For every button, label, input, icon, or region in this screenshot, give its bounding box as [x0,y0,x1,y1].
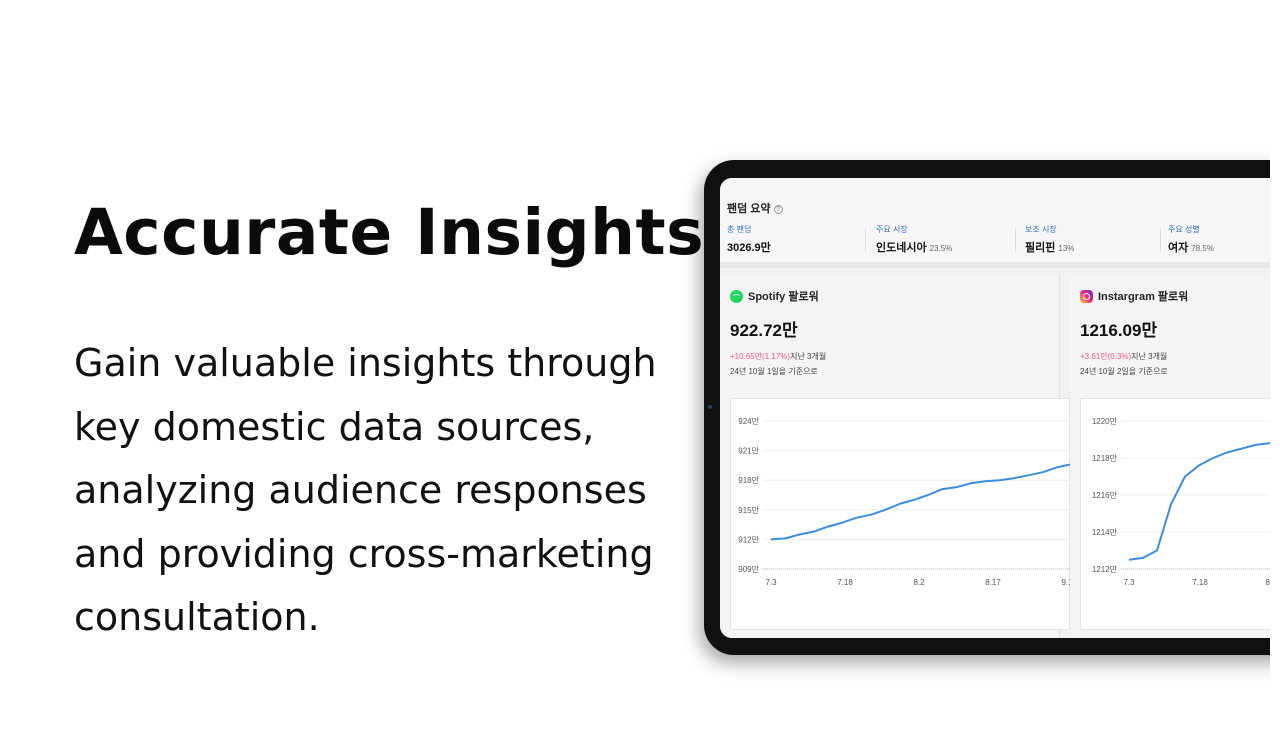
stat-main-gender: 주요 성별 여자 78.5% [1168,224,1214,255]
change-period: 지난 3개월 [1131,352,1168,361]
camera-dot [708,405,712,409]
y-tick-label: 912만 [738,535,759,544]
stat-label: 주요 시장 [876,225,908,234]
stat-label: 총 팬덤 [727,225,752,234]
instagram-card[interactable]: Instargram 팔로워 1216.09만 +3.61만(0.3%)지난 3… [1070,274,1280,638]
stat-pct: 23.5% [929,244,953,253]
y-tick-label: 1220만 [1092,417,1118,426]
y-tick-label: 1212만 [1092,565,1118,574]
y-tick-label: 918만 [738,476,759,485]
tablet-screen: 팬덤 요약? 총 팬덤 3026.9만 주요 시장 인도네시아 23.5% 보조 … [720,178,1280,638]
instagram-icon [1080,289,1093,303]
change-text: +10.65만(1.17%)지난 3개월 [730,351,826,362]
headline: Accurate Insights [74,196,705,269]
stat-value: 필리핀 13% [1025,242,1075,254]
divider [865,228,866,252]
spotify-card[interactable]: Spotify 팔로워 922.72만 +10.65만(1.17%)지난 3개월… [720,274,1071,638]
y-tick-label: 915만 [738,506,759,515]
change-value: +10.65만(1.17%) [730,352,791,361]
body-line: consultation. [74,595,320,639]
help-icon[interactable]: ? [773,204,783,214]
x-tick-label: 7.3 [1123,578,1135,587]
y-tick-label: 921만 [738,447,759,456]
summary-title: 팬덤 요약? [727,200,783,216]
x-tick-label: 8.17 [985,578,1001,587]
change-text: +3.61만(0.3%)지난 3개월 [1080,351,1167,362]
stat-value: 여자 78.5% [1168,242,1214,254]
x-tick-label: 8.2 [913,578,925,587]
body-line: and providing cross-marketing [74,531,654,576]
card-header: Instargram 팔로워 [1080,288,1188,304]
card-title: Instargram 팔로워 [1098,291,1189,303]
card-title: Spotify 팔로워 [748,291,819,303]
stat-pct: 13% [1058,244,1075,253]
stat-label: 보조 시장 [1025,225,1057,234]
y-tick-label: 1216만 [1092,491,1118,500]
x-tick-label: 7.3 [765,578,777,587]
reference-date: 24년 10월 2일을 기준으로 [1080,367,1168,376]
spotify-icon [730,289,743,303]
stat-total-fandom: 총 팬덤 3026.9만 [727,224,771,255]
spotify-chart-svg: 924만 921만 918만 915만 912만 909만 7.3 7.18 8.2 8.17 9.… [738,417,1071,587]
stat-secondary-market: 보조 시장 필리핀 13% [1025,224,1074,255]
spotify-chart: 924만 921만 918만 915만 912만 909만 7.3 7.18 8.2 8.17 9.… [730,398,1071,630]
series-line [770,463,1071,541]
x-tick-label: 9.1 [1061,578,1071,587]
reference-date: 24년 10월 1일을 기준으로 [730,367,818,376]
stat-value: 3026.9만 [727,242,771,254]
x-tick-label: 7.18 [837,578,853,587]
divider [1160,228,1161,252]
page-edge [1270,0,1280,742]
change-period: 지난 3개월 [790,352,827,361]
change-value: +3.61만(0.3%) [1080,352,1132,361]
body-copy: Gain valuable insights through key domes… [74,332,694,650]
summary-title-text: 팬덤 요약 [727,203,771,215]
y-tick-label: 1214만 [1092,528,1118,537]
x-tick-label: 7.18 [1192,578,1208,587]
stat-label: 주요 성별 [1168,225,1200,234]
divider [1015,228,1016,252]
y-tick-label: 924만 [738,417,759,426]
stat-value: 인도네시아 23.5% [876,242,953,254]
body-line: analyzing audience responses [74,468,647,512]
stat-main-market: 주요 시장 인도네시아 23.5% [876,224,952,255]
body-line: key domestic data sources, [74,404,595,449]
tablet-mockup: 팬덤 요약? 총 팬덤 3026.9만 주요 시장 인도네시아 23.5% 보조 … [704,160,1280,655]
series-line [1128,442,1280,561]
stat-pct: 78.5% [1191,244,1214,253]
y-tick-label: 909만 [738,565,759,574]
follower-count: 1216.09만 [1080,321,1158,340]
y-tick-label: 1218만 [1092,454,1118,463]
card-header: Spotify 팔로워 [730,288,819,304]
follower-count: 922.72만 [730,321,798,340]
body-line: Gain valuable insights through [74,341,657,385]
fandom-summary: 팬덤 요약? 총 팬덤 3026.9만 주요 시장 인도네시아 23.5% 보조 … [720,178,1280,268]
